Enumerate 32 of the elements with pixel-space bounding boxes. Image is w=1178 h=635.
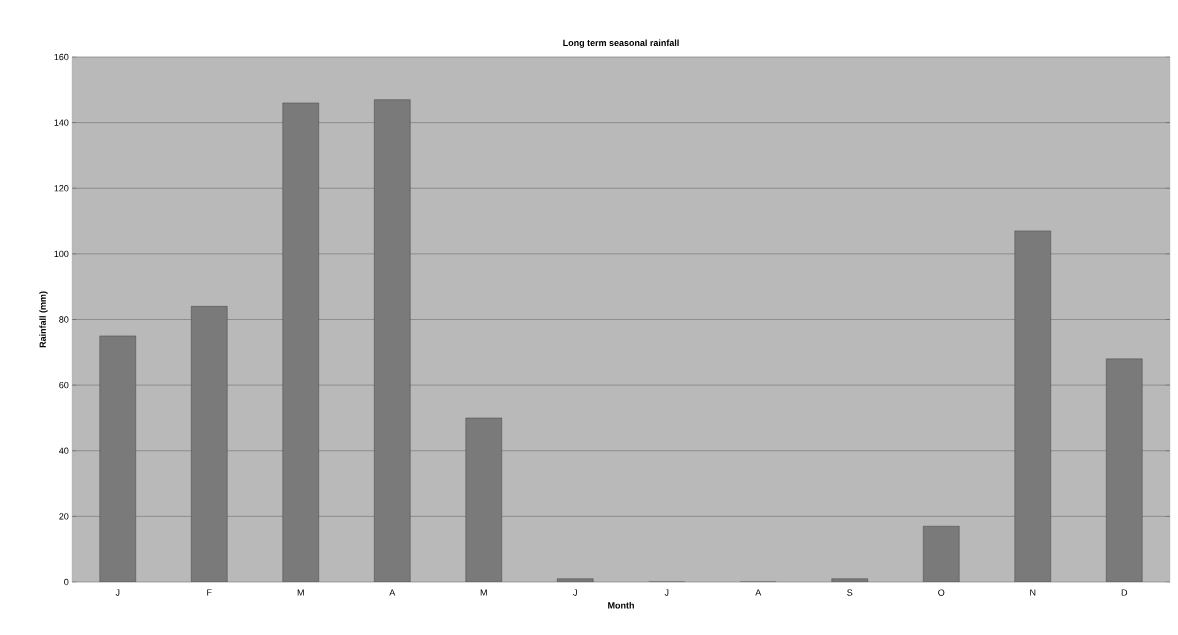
y-tick-label: 20 <box>59 513 69 520</box>
x-tick-label: N <box>1030 589 1036 596</box>
bar <box>99 335 136 582</box>
chart-title: Long term seasonal rainfall <box>563 39 679 48</box>
x-axis-title: Month <box>608 601 634 609</box>
y-axis-title: Rainfall (mm) <box>39 291 48 348</box>
bar <box>374 99 411 582</box>
x-tick-label: S <box>847 589 853 596</box>
bar <box>191 306 228 582</box>
x-tick-label: A <box>389 589 396 596</box>
bar <box>282 102 319 582</box>
x-tick-label: D <box>1121 589 1128 596</box>
x-tick-label: A <box>755 589 762 596</box>
x-tick-label: J <box>115 589 120 596</box>
bar <box>1014 230 1051 582</box>
y-tick-label: 80 <box>59 316 69 323</box>
y-tick-label: 0 <box>64 578 69 586</box>
y-tick-label: 100 <box>54 250 69 258</box>
x-tick-label: J <box>664 589 669 596</box>
y-tick-label: 40 <box>59 447 69 454</box>
bar <box>923 526 960 582</box>
y-tick-label: 140 <box>54 119 69 126</box>
x-tick-label: F <box>207 589 212 596</box>
y-tick-label: 160 <box>54 53 69 61</box>
bar <box>465 417 502 582</box>
x-tick-label: M <box>480 589 487 596</box>
x-tick-label: O <box>938 589 945 596</box>
x-tick-label: M <box>297 589 304 596</box>
y-tick-label: 60 <box>59 381 69 389</box>
bar <box>1106 358 1143 582</box>
y-tick-label: 120 <box>54 185 69 192</box>
x-tick-label: J <box>573 589 577 596</box>
